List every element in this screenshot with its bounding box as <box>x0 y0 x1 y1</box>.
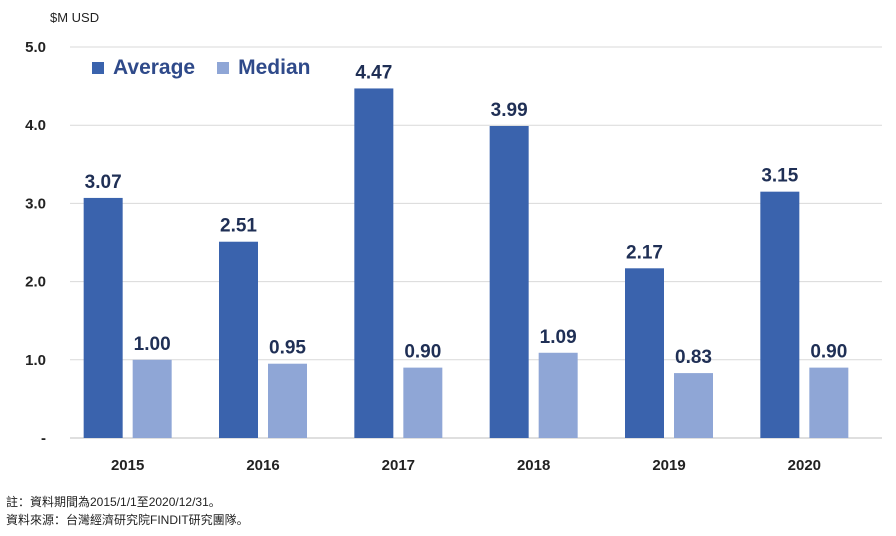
x-tick-label: 2015 <box>111 457 144 474</box>
bar-average-2017 <box>354 88 394 439</box>
chart-legend: Average Median <box>92 56 310 80</box>
x-tick-label: 2020 <box>788 457 821 474</box>
x-tick-label: 2018 <box>517 457 550 474</box>
legend-label-average: Average <box>113 56 196 79</box>
bar-median-2015 <box>132 359 172 438</box>
x-tick-label: 2016 <box>246 457 279 474</box>
data-label-average-2018: 3.99 <box>491 100 528 121</box>
y-tick-label: 2.0 <box>25 274 46 291</box>
bar-median-2016 <box>268 363 307 438</box>
data-label-average-2016: 2.51 <box>220 216 257 237</box>
legend-swatch-median <box>217 62 230 74</box>
bar-average-2018 <box>489 125 529 439</box>
y-axis-unit-label: $M USD <box>50 10 100 25</box>
y-tick-label: 3.0 <box>25 195 46 212</box>
x-tick-label: 2019 <box>652 457 685 474</box>
legend-swatch-average <box>92 62 104 74</box>
y-tick-label: 1.0 <box>25 352 46 369</box>
legend-label-median: Median <box>238 56 311 79</box>
bar-average-2019 <box>625 268 664 438</box>
data-label-median-2016: 0.95 <box>269 338 306 359</box>
bar-average-2020 <box>760 191 800 438</box>
y-tick-label: 5.0 <box>25 39 46 56</box>
data-label-median-2018: 1.09 <box>540 327 577 348</box>
footnote-period: 註：資料期間為2015/1/1至2020/12/31。 <box>6 495 221 509</box>
bar-chart: - 1.0 2.0 3.0 4.0 5.0 3.07 1.00 2015 2.51 0.95 2016… <box>25 39 882 474</box>
bar-median-2017 <box>403 367 443 438</box>
data-label-median-2017: 0.90 <box>404 342 441 363</box>
bar-median-2018 <box>538 352 578 438</box>
data-label-average-2020: 3.15 <box>761 166 798 187</box>
legend-item-average: Average <box>92 56 195 80</box>
data-label-average-2015: 3.07 <box>85 172 122 193</box>
bar-median-2019 <box>674 373 713 438</box>
footnote-source: 資料來源：台灣經濟研究院FINDIT研究團隊。 <box>6 513 249 527</box>
y-tick-label: 4.0 <box>25 117 46 134</box>
data-label-median-2019: 0.83 <box>675 347 712 368</box>
y-tick-label: - <box>41 430 46 447</box>
data-label-median-2015: 1.00 <box>134 334 171 355</box>
data-label-average-2017: 4.47 <box>355 62 392 83</box>
bar-average-2016 <box>219 241 258 438</box>
legend-item-median: Median <box>217 56 310 80</box>
data-label-median-2020: 0.90 <box>810 342 847 363</box>
x-tick-label: 2017 <box>382 457 415 474</box>
bar-median-2020 <box>809 367 849 438</box>
bar-average-2015 <box>83 197 123 438</box>
data-label-average-2019: 2.17 <box>626 242 663 263</box>
